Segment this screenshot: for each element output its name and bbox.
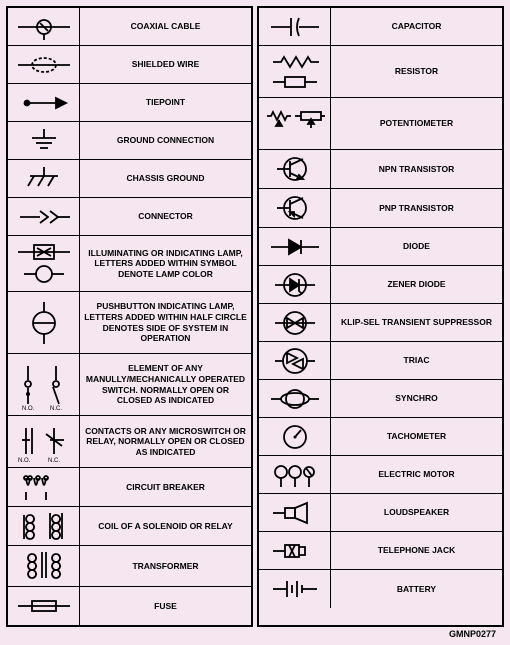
row-npn-transistor: NPN TRANSISTOR: [259, 150, 502, 189]
row-battery: BATTERY: [259, 570, 502, 608]
row-fuse: FUSE: [8, 587, 251, 625]
shielded-wire-label: SHIELDED WIRE: [80, 46, 251, 83]
ground-connection-icon: [8, 122, 80, 159]
coaxial-cable-icon: [8, 8, 80, 45]
coaxial-cable-label: COAXIAL CABLE: [80, 8, 251, 45]
pnp-transistor-label: PNP TRANSISTOR: [331, 189, 502, 227]
row-resistor: RESISTOR: [259, 46, 502, 98]
transformer-icon: [8, 546, 80, 586]
telephone-jack-label: TELEPHONE JACK: [331, 532, 502, 569]
circuit-breaker-label: CIRCUIT BREAKER: [80, 468, 251, 506]
row-synchro: SYNCHRO: [259, 380, 502, 418]
triac-label: TRIAC: [331, 342, 502, 379]
svg-text:N.O.: N.O.: [22, 406, 35, 410]
zener-diode-label: ZENER DIODE: [331, 266, 502, 303]
chassis-ground-icon: [8, 160, 80, 197]
diode-icon: [259, 228, 331, 265]
right-column: CAPACITORRESISTORPOTENTIOMETERNPN TRANSI…: [257, 6, 504, 627]
chassis-ground-label: CHASSIS GROUND: [80, 160, 251, 197]
connector-label: CONNECTOR: [80, 198, 251, 235]
row-pnp-transistor: PNP TRANSISTOR: [259, 189, 502, 228]
triac-icon: [259, 342, 331, 379]
row-tachometer: TACHOMETER: [259, 418, 502, 456]
resistor-icon: [259, 46, 331, 97]
switch-icon: N.O. N.C.: [8, 354, 80, 415]
ground-connection-label: GROUND CONNECTION: [80, 122, 251, 159]
potentiometer-label: POTENTIOMETER: [331, 98, 502, 149]
svg-text:N.C.: N.C.: [48, 458, 60, 464]
svg-text:N.O.: N.O.: [18, 458, 31, 464]
row-ground-connection: GROUND CONNECTION: [8, 122, 251, 160]
battery-icon: [259, 570, 331, 608]
indicating-lamp-label: ILLUMINATING OR INDICATING LAMP, LETTERS…: [80, 236, 251, 291]
row-klip-sel: KLIP-SEL TRANSIENT SUPPRESSOR: [259, 304, 502, 342]
row-telephone-jack: TELEPHONE JACK: [259, 532, 502, 570]
tachometer-label: TACHOMETER: [331, 418, 502, 455]
capacitor-label: CAPACITOR: [331, 8, 502, 45]
loudspeaker-icon: [259, 494, 331, 531]
solenoid-coil-icon: [8, 507, 80, 545]
tiepoint-icon: [8, 84, 80, 121]
electric-motor-label: ELECTRIC MOTOR: [331, 456, 502, 493]
indicating-lamp-icon: [8, 236, 80, 291]
row-microswitch: N.O. N.C. CONTACTS OR ANY MICROSWITCH OR R…: [8, 416, 251, 468]
row-indicating-lamp: ILLUMINATING OR INDICATING LAMP, LETTERS…: [8, 236, 251, 292]
row-transformer: TRANSFORMER: [8, 546, 251, 587]
resistor-label: RESISTOR: [331, 46, 502, 97]
klip-sel-label: KLIP-SEL TRANSIENT SUPPRESSOR: [331, 304, 502, 341]
fuse-icon: [8, 587, 80, 625]
loudspeaker-label: LOUDSPEAKER: [331, 494, 502, 531]
row-potentiometer: POTENTIOMETER: [259, 98, 502, 150]
row-zener-diode: ZENER DIODE: [259, 266, 502, 304]
circuit-breaker-icon: [8, 468, 80, 506]
row-pushbutton-lamp: PUSHBUTTON INDICATING LAMP, LETTERS ADDE…: [8, 292, 251, 354]
switch-label: ELEMENT OF ANY MANULLY/MECHANICALLY OPER…: [80, 354, 251, 415]
diode-label: DIODE: [331, 228, 502, 265]
pushbutton-lamp-label: PUSHBUTTON INDICATING LAMP, LETTERS ADDE…: [80, 292, 251, 353]
microswitch-icon: N.O. N.C.: [8, 416, 80, 467]
synchro-icon: [259, 380, 331, 417]
shielded-wire-icon: [8, 46, 80, 83]
row-shielded-wire: SHIELDED WIRE: [8, 46, 251, 84]
npn-transistor-label: NPN TRANSISTOR: [331, 150, 502, 188]
pnp-transistor-icon: [259, 189, 331, 227]
row-tiepoint: TIEPOINT: [8, 84, 251, 122]
solenoid-coil-label: COIL OF A SOLENOID OR RELAY: [80, 507, 251, 545]
row-electric-motor: ELECTRIC MOTOR: [259, 456, 502, 494]
figure-code: GMNP0277: [6, 627, 504, 639]
telephone-jack-icon: [259, 532, 331, 569]
klip-sel-icon: [259, 304, 331, 341]
synchro-label: SYNCHRO: [331, 380, 502, 417]
row-triac: TRIAC: [259, 342, 502, 380]
row-circuit-breaker: CIRCUIT BREAKER: [8, 468, 251, 507]
row-chassis-ground: CHASSIS GROUND: [8, 160, 251, 198]
pushbutton-lamp-icon: [8, 292, 80, 353]
row-coaxial-cable: COAXIAL CABLE: [8, 8, 251, 46]
svg-text:N.C.: N.C.: [50, 406, 62, 410]
potentiometer-icon: [259, 98, 331, 149]
tachometer-icon: [259, 418, 331, 455]
battery-label: BATTERY: [331, 570, 502, 608]
microswitch-label: CONTACTS OR ANY MICROSWITCH OR RELAY, NO…: [80, 416, 251, 467]
npn-transistor-icon: [259, 150, 331, 188]
connector-icon: [8, 198, 80, 235]
electric-motor-icon: [259, 456, 331, 493]
row-connector: CONNECTOR: [8, 198, 251, 236]
row-loudspeaker: LOUDSPEAKER: [259, 494, 502, 532]
transformer-label: TRANSFORMER: [80, 546, 251, 586]
symbol-table: COAXIAL CABLESHIELDED WIRETIEPOINTGROUND…: [6, 6, 504, 627]
row-diode: DIODE: [259, 228, 502, 266]
left-column: COAXIAL CABLESHIELDED WIRETIEPOINTGROUND…: [6, 6, 253, 627]
row-solenoid-coil: COIL OF A SOLENOID OR RELAY: [8, 507, 251, 546]
row-capacitor: CAPACITOR: [259, 8, 502, 46]
fuse-label: FUSE: [80, 587, 251, 625]
tiepoint-label: TIEPOINT: [80, 84, 251, 121]
capacitor-icon: [259, 8, 331, 45]
row-switch: N.O. N.C. ELEMENT OF ANY MANULLY/MECHANICA…: [8, 354, 251, 416]
zener-diode-icon: [259, 266, 331, 303]
